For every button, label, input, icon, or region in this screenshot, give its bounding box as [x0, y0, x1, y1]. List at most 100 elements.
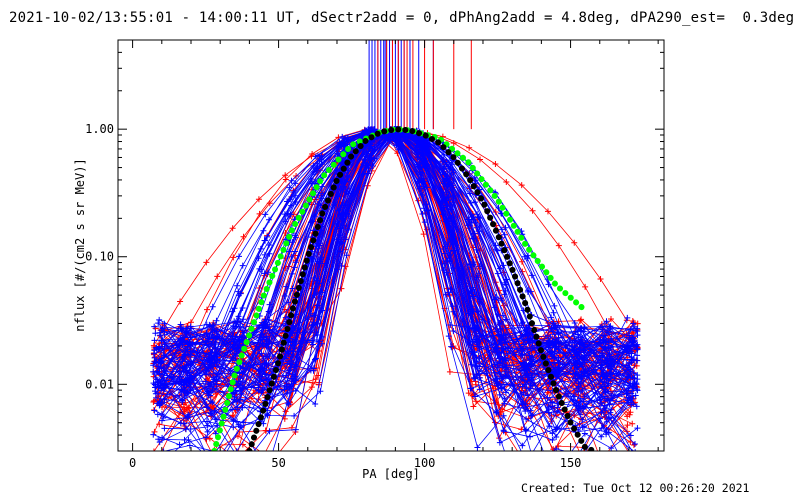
- profile-point-blue: [287, 211, 294, 218]
- profile-point-red: [214, 273, 221, 280]
- profile-point-blue: [310, 319, 317, 326]
- profile-point-blue: [208, 349, 215, 356]
- profile-point-blue: [288, 270, 295, 277]
- profile-point-blue: [550, 325, 557, 332]
- profile-point-blue: [263, 333, 270, 340]
- profile-point-blue: [629, 381, 636, 388]
- profile-point-blue: [581, 393, 588, 400]
- profile-point-blue: [151, 407, 158, 414]
- profile-point-blue: [634, 325, 641, 332]
- profile-point-blue: [212, 416, 219, 423]
- profile-point-blue: [203, 321, 210, 328]
- profile-point-blue: [156, 329, 163, 336]
- profile-point-blue: [529, 338, 536, 345]
- profile-point-blue: [608, 392, 615, 399]
- profile-point-blue: [524, 255, 531, 262]
- x-axis: 0 50 100 150: [129, 40, 659, 470]
- profile-point-blue: [422, 144, 429, 151]
- profile-point-blue: [258, 350, 265, 357]
- profile-point-blue: [626, 348, 633, 355]
- profile-point-blue: [603, 318, 610, 325]
- profile-point-red: [446, 368, 453, 375]
- profile-point-blue: [338, 143, 345, 150]
- profile-point-blue: [581, 430, 588, 437]
- profile-point-red: [203, 259, 210, 266]
- profile-point-blue: [606, 401, 613, 408]
- profile-point-blue: [213, 381, 220, 388]
- profile-point-blue: [555, 367, 562, 374]
- profile-point-blue: [476, 215, 483, 222]
- profile-point-blue: [366, 146, 373, 153]
- profile-point-red: [338, 285, 345, 292]
- profile-point-blue: [159, 325, 166, 332]
- profile-point-red: [282, 172, 289, 179]
- profile-point-blue: [494, 311, 501, 318]
- profile-point-blue: [284, 348, 291, 355]
- profile-point-blue: [423, 184, 430, 191]
- profile-point-blue: [598, 433, 605, 440]
- profile-point-blue: [178, 386, 185, 393]
- profile-point-blue: [495, 331, 502, 338]
- profile-point-blue: [286, 248, 293, 255]
- profile-point-blue: [500, 262, 507, 269]
- profile-point-blue: [179, 397, 186, 404]
- profile-point-blue: [240, 462, 246, 468]
- profile-point-blue: [474, 444, 481, 451]
- profile-point-blue: [213, 328, 220, 335]
- profile-point-blue: [496, 370, 503, 377]
- profile-point-blue: [628, 401, 635, 408]
- profile-point-blue: [414, 151, 421, 158]
- profile-point-blue: [264, 467, 270, 473]
- profile-point-blue: [235, 313, 242, 320]
- profile-point-blue: [603, 359, 610, 366]
- profile-point-blue: [344, 134, 351, 141]
- profile-point-blue: [239, 305, 246, 312]
- profile-point-blue: [450, 199, 457, 206]
- profile-point-blue: [605, 380, 612, 387]
- profile-point-blue: [497, 337, 504, 344]
- profile-point-blue: [209, 399, 216, 406]
- profile-point-blue: [284, 400, 291, 407]
- profile-point-blue: [521, 360, 528, 367]
- profile-point-blue: [570, 333, 577, 340]
- profile-point-blue: [288, 375, 295, 382]
- profile-point-blue: [529, 454, 535, 460]
- profile-point-blue: [634, 352, 641, 359]
- profile-point-red: [629, 455, 635, 461]
- profile-point-blue: [153, 345, 160, 352]
- profile-point-blue: [364, 170, 371, 177]
- profile-point-blue: [318, 156, 325, 163]
- profile-point-blue: [443, 217, 450, 224]
- profile-point-red: [529, 207, 536, 214]
- profile-point-blue: [634, 425, 641, 432]
- profile-point-blue: [634, 346, 641, 353]
- profile-point-blue: [152, 384, 159, 391]
- profile-point-blue: [158, 417, 165, 424]
- profile-point-blue: [289, 371, 296, 378]
- profile-point-blue: [240, 324, 247, 331]
- profile-point-blue: [205, 389, 212, 396]
- profile-point-blue: [498, 210, 505, 217]
- profile-point-blue: [159, 459, 165, 465]
- profile-point-blue: [230, 339, 237, 346]
- profile-point-blue: [442, 159, 449, 166]
- profile-point-blue: [240, 384, 247, 391]
- profile-point-blue: [491, 296, 498, 303]
- profile-point-blue: [150, 350, 157, 357]
- profile-point-blue: [550, 309, 557, 316]
- created-timestamp: Created: Tue Oct 12 00:26:20 2021: [521, 481, 750, 495]
- profile-point-blue: [397, 138, 404, 145]
- profile-point-blue: [314, 160, 321, 167]
- profile-point-blue: [202, 434, 209, 441]
- profile-point-red: [150, 448, 157, 451]
- profile-point-blue: [467, 385, 474, 392]
- profile-point-blue: [630, 357, 637, 364]
- profile-point-blue: [156, 365, 163, 372]
- profile-point-blue: [179, 364, 186, 371]
- profile-point-blue: [633, 386, 640, 393]
- profile-point-blue: [161, 328, 168, 335]
- profile-point-blue: [596, 356, 603, 363]
- profile-point-blue: [265, 269, 272, 276]
- profile-point-blue: [550, 359, 557, 366]
